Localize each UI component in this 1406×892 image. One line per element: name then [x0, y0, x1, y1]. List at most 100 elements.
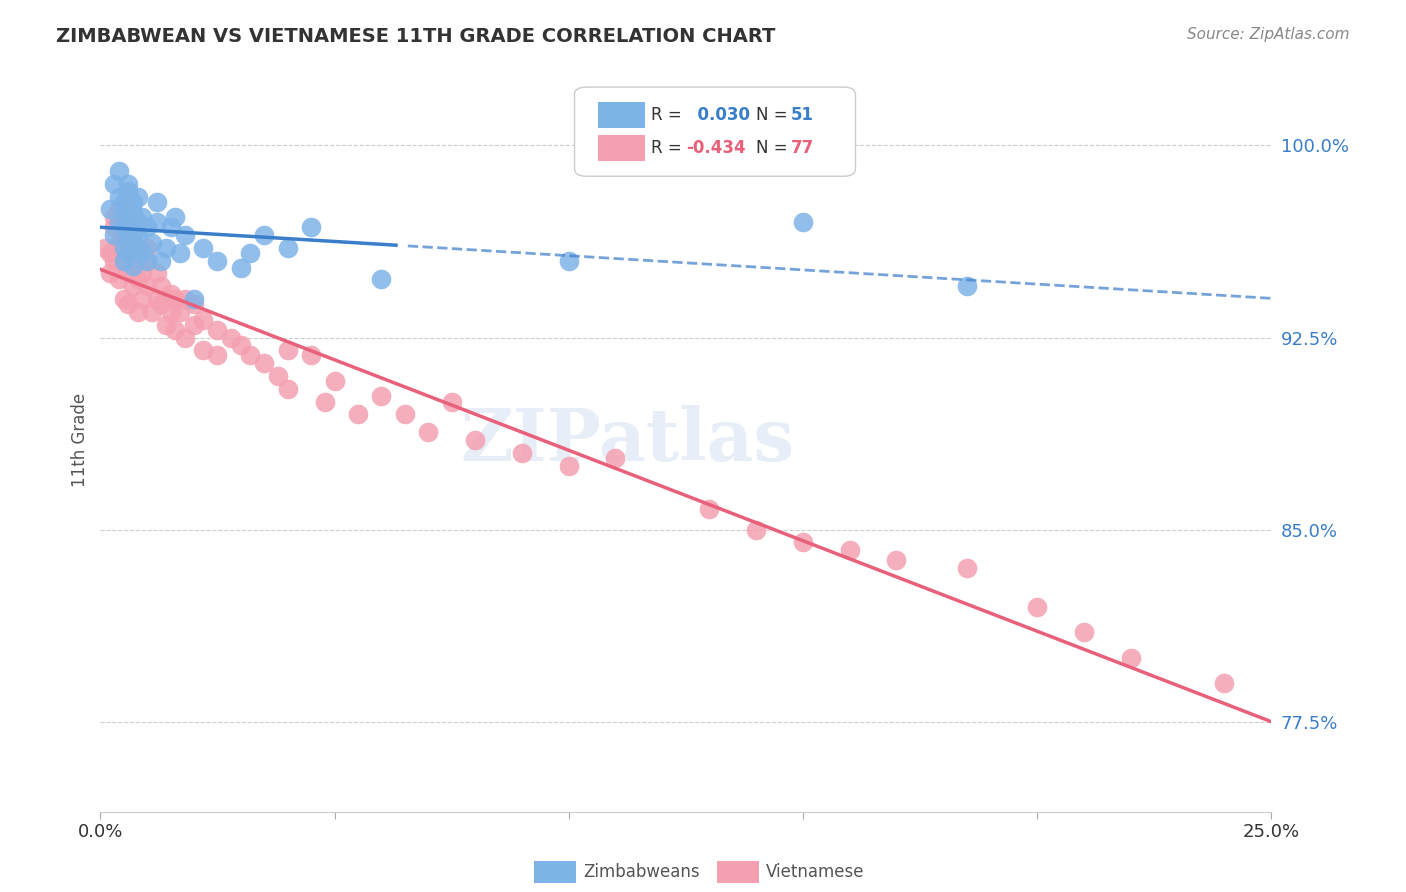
- Text: N =: N =: [756, 139, 793, 157]
- Point: [112, 220, 135, 235]
- Text: R =: R =: [651, 139, 686, 157]
- Text: R =: R =: [651, 106, 686, 124]
- Point: [956, 561, 979, 575]
- Text: ZIPatlas: ZIPatlas: [460, 404, 794, 475]
- Point: [127, 228, 149, 243]
- Point: [94, 241, 117, 255]
- Point: [697, 502, 720, 516]
- Point: [150, 297, 173, 311]
- Point: [253, 356, 276, 370]
- Point: [117, 185, 139, 199]
- Point: [347, 408, 370, 422]
- Point: [1026, 599, 1049, 614]
- Text: ZIMBABWEAN VS VIETNAMESE 11TH GRADE CORRELATION CHART: ZIMBABWEAN VS VIETNAMESE 11TH GRADE CORR…: [56, 27, 776, 45]
- Point: [141, 235, 163, 250]
- Point: [239, 349, 262, 363]
- Point: [207, 323, 229, 337]
- Point: [314, 394, 336, 409]
- Point: [745, 523, 768, 537]
- Text: -0.434: -0.434: [686, 139, 745, 157]
- Point: [117, 215, 139, 229]
- Point: [267, 368, 290, 383]
- Point: [127, 305, 149, 319]
- Point: [221, 330, 243, 344]
- Point: [108, 189, 131, 203]
- Point: [108, 164, 131, 178]
- Point: [440, 394, 463, 409]
- Point: [117, 177, 139, 191]
- Point: [117, 233, 139, 247]
- Point: [193, 312, 215, 326]
- Point: [122, 253, 145, 268]
- Point: [173, 292, 195, 306]
- Text: 77: 77: [792, 139, 814, 157]
- Point: [108, 235, 131, 250]
- Point: [136, 241, 159, 255]
- Point: [122, 205, 145, 219]
- Point: [792, 215, 814, 229]
- Bar: [598, 102, 645, 128]
- Point: [112, 202, 135, 217]
- Point: [165, 323, 187, 337]
- Point: [127, 215, 149, 229]
- Point: [1213, 676, 1236, 690]
- Point: [131, 246, 153, 260]
- Point: [136, 220, 159, 235]
- Point: [127, 189, 149, 203]
- Point: [117, 241, 139, 255]
- Point: [239, 246, 262, 260]
- Point: [418, 425, 440, 440]
- Point: [299, 220, 322, 235]
- Point: [956, 279, 979, 293]
- Point: [605, 450, 627, 465]
- Point: [299, 349, 322, 363]
- Point: [370, 389, 392, 403]
- Point: [98, 267, 121, 281]
- Point: [165, 292, 187, 306]
- Point: [145, 194, 167, 209]
- Point: [510, 446, 533, 460]
- Point: [108, 241, 131, 255]
- Point: [103, 177, 125, 191]
- Point: [117, 210, 139, 224]
- Point: [173, 330, 195, 344]
- Point: [229, 261, 252, 276]
- Point: [792, 535, 814, 549]
- Point: [277, 382, 299, 396]
- Text: 51: 51: [792, 106, 814, 124]
- Point: [141, 305, 163, 319]
- Point: [127, 271, 149, 285]
- Point: [108, 202, 131, 217]
- Point: [464, 433, 486, 447]
- Point: [394, 408, 416, 422]
- FancyBboxPatch shape: [575, 87, 855, 177]
- Point: [253, 228, 276, 243]
- Point: [1073, 625, 1095, 640]
- Text: Vietnamese: Vietnamese: [766, 863, 865, 881]
- Point: [112, 228, 135, 243]
- Point: [103, 228, 125, 243]
- Point: [112, 194, 135, 209]
- Point: [112, 253, 135, 268]
- Point: [169, 305, 191, 319]
- Point: [108, 271, 131, 285]
- Point: [117, 267, 139, 281]
- Y-axis label: 11th Grade: 11th Grade: [72, 393, 89, 487]
- Point: [1119, 650, 1142, 665]
- Point: [557, 253, 579, 268]
- Point: [117, 297, 139, 311]
- Point: [207, 349, 229, 363]
- Point: [112, 292, 135, 306]
- Point: [886, 553, 908, 567]
- Bar: [598, 136, 645, 161]
- Point: [183, 297, 205, 311]
- Point: [193, 343, 215, 358]
- Point: [159, 287, 181, 301]
- Text: Zimbabweans: Zimbabweans: [583, 863, 700, 881]
- Point: [98, 246, 121, 260]
- Point: [145, 215, 167, 229]
- Point: [122, 194, 145, 209]
- Point: [136, 253, 159, 268]
- Point: [173, 228, 195, 243]
- Point: [838, 543, 860, 558]
